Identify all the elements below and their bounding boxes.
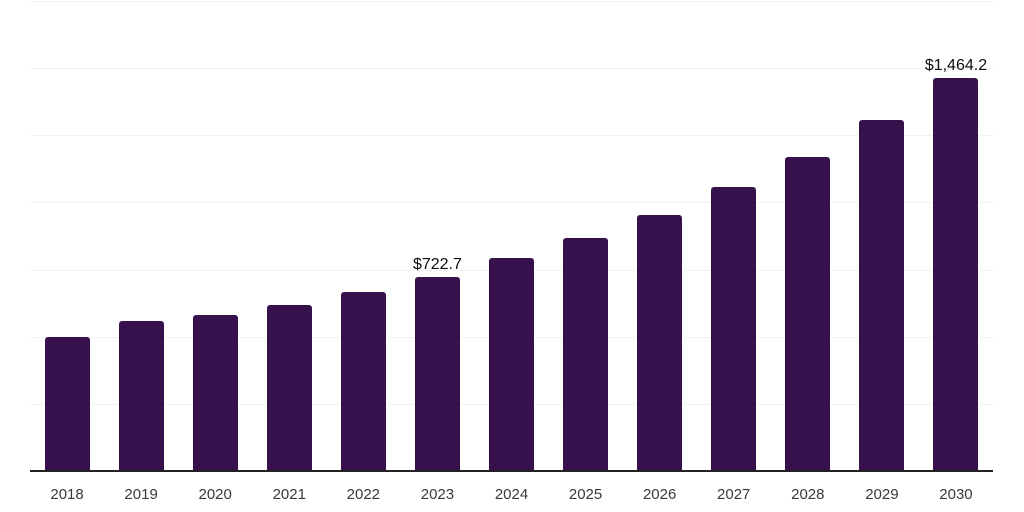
- x-tick-2026: 2026: [642, 486, 677, 503]
- bar-2019: [118, 320, 164, 471]
- bar-2029: [859, 119, 905, 471]
- x-tick-2028: 2028: [791, 486, 825, 503]
- bar-value-label-2023: $722.7: [412, 255, 462, 273]
- bar-2024: [489, 258, 534, 471]
- plot-area: 2018 2019 2020 2021 2022 $722.7 2023 2024 2025 20…: [30, 1, 993, 503]
- bar-2026: [637, 215, 683, 471]
- gridline: [30, 68, 993, 70]
- x-tick-2021: 2021: [272, 486, 306, 503]
- x-tick-2025: 2025: [568, 486, 603, 503]
- bar-2027: [711, 187, 757, 471]
- x-tick-2020: 2020: [198, 486, 232, 503]
- x-tick-2023: 2023: [420, 486, 455, 503]
- bar-2030: [933, 77, 979, 471]
- x-tick-2019: 2019: [124, 486, 158, 503]
- x-tick-2027: 2027: [717, 486, 751, 503]
- bar-2023: [414, 276, 460, 471]
- gridline: [30, 1, 993, 2]
- bar-2018: [44, 337, 90, 471]
- bar-2028: [785, 156, 831, 471]
- x-tick-2029: 2029: [865, 486, 899, 503]
- x-tick-2018: 2018: [50, 486, 84, 503]
- x-tick-2030: 2030: [939, 486, 973, 503]
- gridline: [30, 202, 993, 204]
- bar-2025: [563, 237, 609, 471]
- x-tick-2022: 2022: [346, 486, 381, 503]
- bar-2021: [266, 304, 312, 471]
- bar-value-label-2030: $1,464.2: [924, 56, 988, 74]
- gridline: [30, 135, 993, 137]
- bar-2022: [340, 291, 386, 471]
- bar-2020: [192, 314, 238, 471]
- x-tick-2024: 2024: [494, 486, 529, 503]
- x-axis-line: [30, 470, 993, 472]
